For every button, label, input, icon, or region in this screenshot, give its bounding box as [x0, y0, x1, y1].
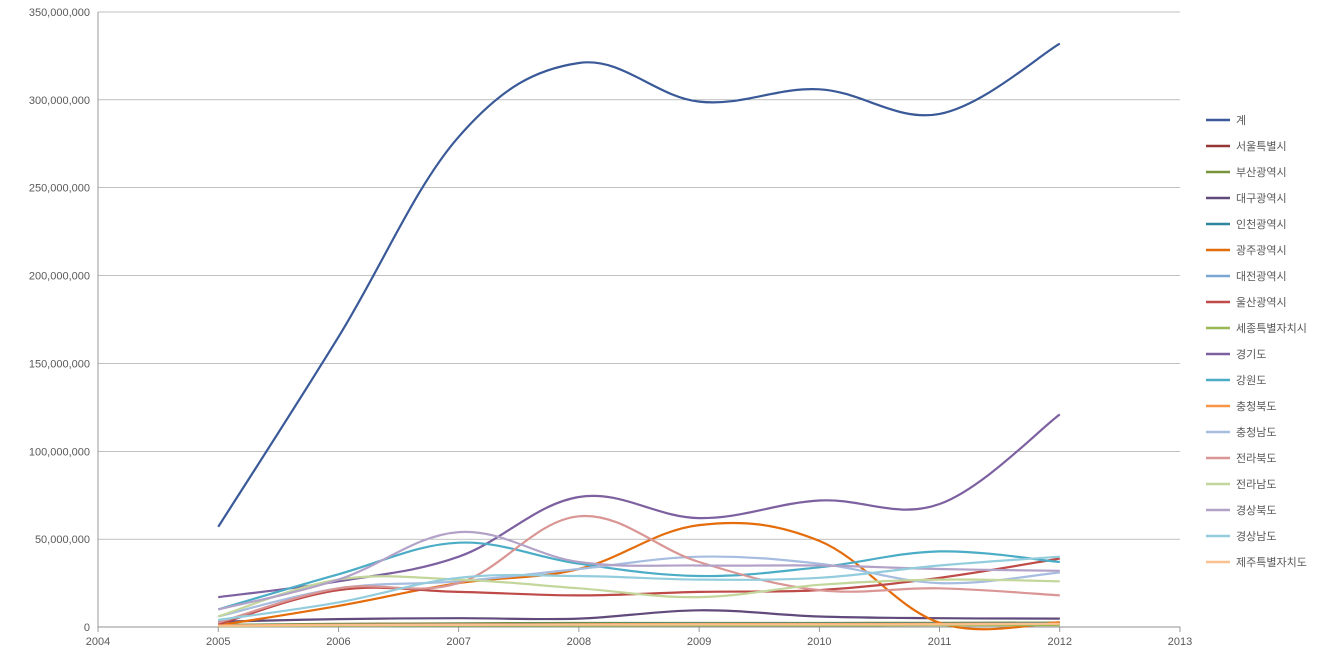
legend-label: 인천광역시	[1236, 217, 1287, 231]
y-tick-label: 350,000,000	[29, 7, 90, 19]
y-tick-label: 50,000,000	[35, 534, 90, 546]
series-line	[218, 624, 1060, 626]
legend-label: 계	[1236, 114, 1246, 127]
legend-label: 강원도	[1236, 374, 1266, 387]
line-chart: 0 50,000,000 100,000,000 150,000,000 200,000…	[0, 0, 1326, 657]
x-tick-label: 2004	[86, 636, 110, 648]
legend-label: 제주특별자치도	[1236, 556, 1307, 569]
legend-label: 경상북도	[1236, 504, 1276, 517]
y-tick-label: 200,000,000	[29, 271, 90, 283]
legend-label: 전라남도	[1236, 478, 1276, 491]
x-tick-label: 2005	[206, 636, 230, 648]
legend-label: 부산광역시	[1236, 166, 1287, 179]
x-tick-label: 2008	[567, 636, 591, 648]
x-tick-label: 2013	[1168, 636, 1192, 648]
x-tick-label: 2009	[687, 636, 711, 648]
legend-label: 경기도	[1236, 348, 1266, 361]
legend-label: 대전광역시	[1236, 270, 1287, 283]
plot-area	[98, 12, 1180, 627]
x-tick-label: 2012	[1048, 636, 1072, 648]
y-tick-label: 0	[84, 622, 90, 634]
legend-label: 전라북도	[1236, 452, 1276, 465]
x-tick-label: 2006	[326, 636, 350, 648]
legend-label: 울산광역시	[1236, 296, 1287, 309]
legend-label: 충청북도	[1236, 400, 1276, 413]
y-tick-label: 100,000,000	[29, 446, 90, 458]
y-tick-label: 150,000,000	[29, 358, 90, 370]
legend-label: 서울특별시	[1236, 140, 1287, 153]
x-tick-label: 2007	[446, 636, 470, 648]
legend-label: 세종특별자치시	[1236, 322, 1307, 335]
legend-label: 충청남도	[1236, 426, 1276, 439]
y-tick-label: 300,000,000	[29, 95, 90, 107]
legend-label: 경상남도	[1236, 530, 1276, 543]
y-tick-label: 250,000,000	[29, 183, 90, 195]
legend-label: 광주광역시	[1236, 244, 1287, 257]
legend-label: 대구광역시	[1236, 192, 1287, 205]
x-tick-label: 2011	[928, 636, 952, 648]
x-tick-label: 2010	[807, 636, 831, 648]
